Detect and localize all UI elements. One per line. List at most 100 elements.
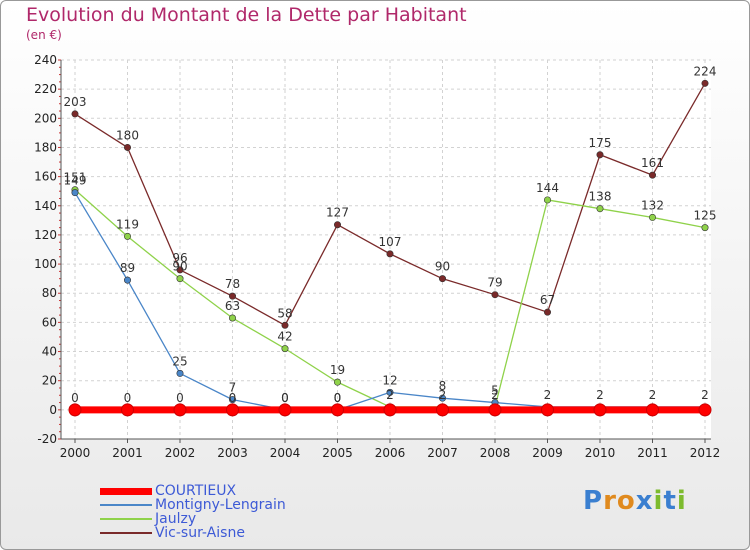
legend-swatch-vic-sur-aisne <box>100 532 152 534</box>
data-label: 125 <box>694 209 717 223</box>
y-tick-label: 80 <box>42 286 57 300</box>
data-point <box>646 403 659 417</box>
data-label: 224 <box>694 64 717 78</box>
y-tick-label: -20 <box>37 432 57 446</box>
data-point <box>541 403 554 417</box>
data-label: 151 <box>64 171 87 185</box>
data-label: 138 <box>589 190 612 204</box>
y-tick-label: 0 <box>49 403 57 417</box>
data-point <box>173 403 187 417</box>
data-label: 0 <box>176 391 184 405</box>
data-label: 67 <box>540 293 555 307</box>
y-tick-label: 200 <box>34 111 57 125</box>
data-point <box>386 388 394 396</box>
data-point <box>229 292 237 300</box>
data-label: 0 <box>334 391 342 405</box>
data-label: 89 <box>120 261 135 275</box>
chart-title: Evolution du Montant de la Dette par Hab… <box>26 4 467 26</box>
data-label: 107 <box>379 235 402 249</box>
data-label: 144 <box>536 181 559 195</box>
x-tick-label: 2011 <box>637 446 668 460</box>
data-label: 96 <box>172 251 187 265</box>
data-label: 78 <box>225 277 240 291</box>
logo-letter: i <box>653 486 664 516</box>
x-tick-label: 2009 <box>532 446 563 460</box>
data-point <box>383 403 397 417</box>
data-point <box>176 369 184 377</box>
y-tick-label: 180 <box>34 140 57 154</box>
data-label: 2 <box>596 388 604 402</box>
data-point <box>543 308 551 316</box>
data-point <box>386 250 394 258</box>
x-tick-label: 2007 <box>427 446 458 460</box>
chart-subtitle: (en €) <box>26 28 62 42</box>
data-point <box>491 291 499 299</box>
data-point <box>438 394 446 402</box>
data-label: 8 <box>439 379 447 393</box>
data-point <box>701 79 709 87</box>
data-label: 63 <box>225 299 240 313</box>
data-point <box>68 403 82 417</box>
data-label: 2 <box>649 388 657 402</box>
data-point <box>648 213 656 221</box>
data-label: 19 <box>330 363 345 377</box>
data-point <box>176 266 184 274</box>
x-tick-label: 2010 <box>585 446 616 460</box>
data-label: 2 <box>544 388 552 402</box>
data-point <box>229 314 237 322</box>
data-point <box>596 151 604 159</box>
data-point <box>648 171 656 179</box>
data-point <box>71 189 79 197</box>
plot-area <box>61 60 711 439</box>
data-point <box>543 196 551 204</box>
logo-letter: r <box>603 486 617 516</box>
data-point <box>331 403 344 417</box>
data-point <box>121 403 134 417</box>
data-point <box>488 403 502 417</box>
y-tick-label: 140 <box>34 199 57 213</box>
legend-label: Vic-sur-Aisne <box>155 525 245 541</box>
legend-label: COURTIEUX <box>155 483 237 499</box>
data-label: 203 <box>64 95 87 109</box>
x-tick-label: 2002 <box>165 446 196 460</box>
legend-swatch-montigny-lengrain <box>100 504 152 506</box>
data-label: 5 <box>491 384 499 398</box>
data-label: 0 <box>334 391 342 405</box>
data-label: 127 <box>326 206 349 220</box>
logo-letter: t <box>663 486 677 516</box>
data-point <box>176 275 184 283</box>
data-label: 0 <box>71 391 79 405</box>
data-point <box>124 276 132 284</box>
y-tick-label: 120 <box>34 228 57 242</box>
data-label: 180 <box>116 128 139 142</box>
data-label: 2 <box>701 388 709 402</box>
data-point <box>438 275 446 283</box>
data-label: 7 <box>229 381 237 395</box>
data-label: 175 <box>589 136 612 150</box>
legend-label: Jaulzy <box>155 511 197 527</box>
logo-letter: P <box>583 486 604 516</box>
legend-swatch-courtieux <box>100 488 152 495</box>
x-tick-label: 2005 <box>322 446 353 460</box>
y-tick-label: 60 <box>42 315 57 329</box>
data-point <box>596 205 604 213</box>
legend-label: Montigny-Lengrain <box>155 497 286 513</box>
data-point <box>278 403 292 417</box>
data-point <box>229 396 237 404</box>
data-label: 0 <box>124 391 132 405</box>
x-tick-label: 2006 <box>375 446 406 460</box>
data-label: 0 <box>281 391 289 405</box>
data-label: 0 <box>281 391 289 405</box>
legend-swatch-jaulzy <box>100 518 152 520</box>
data-label: 79 <box>487 276 502 290</box>
y-tick-label: 20 <box>42 374 57 388</box>
y-tick-label: 220 <box>34 82 57 96</box>
logo-letter: o <box>616 486 636 516</box>
x-tick-label: 2008 <box>480 446 511 460</box>
data-point <box>333 221 341 229</box>
x-tick-label: 2012 <box>690 446 721 460</box>
data-point <box>698 403 712 417</box>
data-point <box>593 403 607 417</box>
data-label: 90 <box>435 260 450 274</box>
data-label: 161 <box>641 156 664 170</box>
